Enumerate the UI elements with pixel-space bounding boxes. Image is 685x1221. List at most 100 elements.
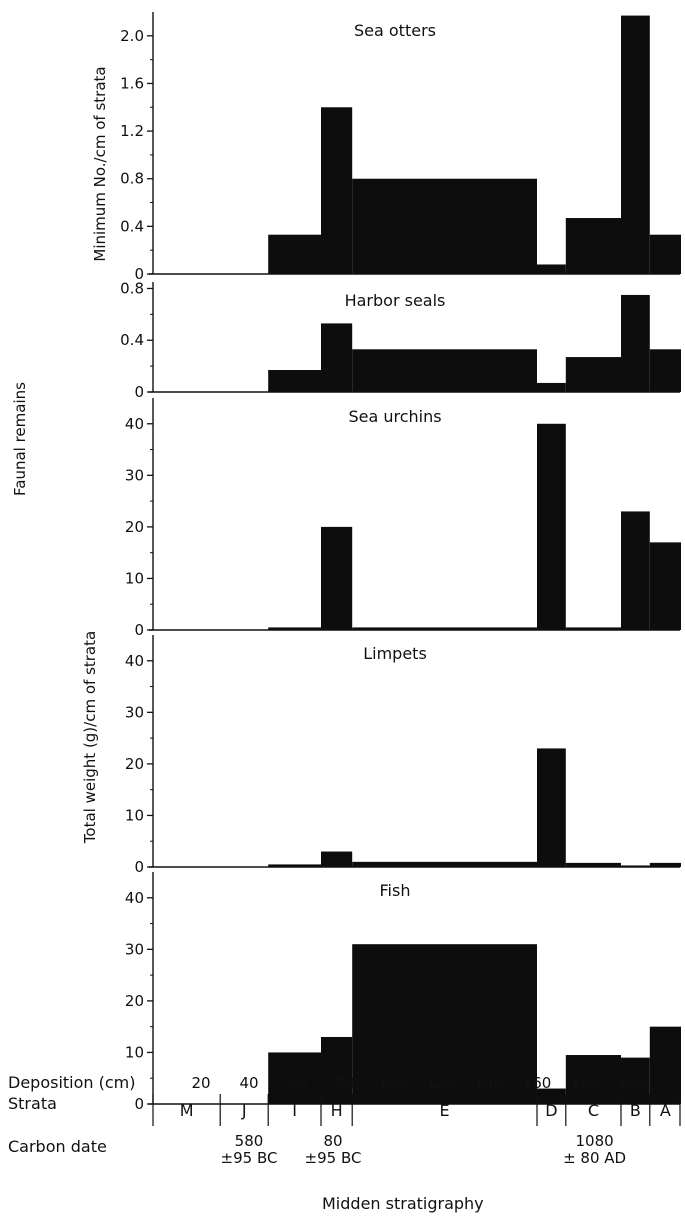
y-tick-label: 40 bbox=[125, 652, 144, 670]
bar-fish-E bbox=[352, 944, 537, 1104]
y-tick-label: 30 bbox=[125, 940, 144, 958]
strata-letter-M: M bbox=[180, 1101, 194, 1120]
bar-limpets-I bbox=[268, 864, 321, 867]
bar-fish-C bbox=[565, 1055, 621, 1104]
carbon-date-range: ±95 BC bbox=[221, 1149, 278, 1167]
carbon-date-value: 80 bbox=[323, 1132, 342, 1150]
bar-harbor-seals-H bbox=[321, 323, 353, 392]
carbon-date-range: ± 80 AD bbox=[563, 1149, 626, 1167]
strata-letter-A: A bbox=[660, 1101, 671, 1120]
y-tick-label: 0.8 bbox=[120, 170, 144, 188]
x-tick-label: 40 bbox=[239, 1074, 258, 1092]
x-tick-label: 60 bbox=[287, 1074, 306, 1092]
bar-fish-D bbox=[537, 1088, 566, 1104]
y-tick-label: 0 bbox=[134, 1095, 144, 1113]
bar-limpets-C bbox=[565, 862, 621, 867]
bar-fish-B bbox=[621, 1057, 650, 1104]
x-tick-label: 200 bbox=[619, 1074, 648, 1092]
y-tick-label: 10 bbox=[125, 569, 144, 587]
bar-limpets-B bbox=[621, 865, 650, 867]
bar-limpets-A bbox=[649, 862, 681, 867]
bar-fish-I bbox=[268, 1052, 321, 1104]
y-tick-label: 1.6 bbox=[120, 74, 144, 92]
bar-sea-otters-A bbox=[649, 234, 681, 274]
bar-harbor-seals-E bbox=[352, 349, 537, 392]
bar-harbor-seals-B bbox=[621, 294, 650, 392]
bar-sea-urchins-C bbox=[565, 627, 621, 630]
y-tick-label: 30 bbox=[125, 466, 144, 484]
bar-sea-urchins-E bbox=[352, 627, 537, 630]
bar-sea-otters-D bbox=[537, 264, 566, 274]
y-tick-label: 0 bbox=[134, 265, 144, 283]
x-axis-title: Midden stratigraphy bbox=[322, 1194, 484, 1213]
bar-sea-urchins-D bbox=[537, 423, 566, 630]
bar-fish-A bbox=[649, 1026, 681, 1104]
y-tick-label: 40 bbox=[125, 889, 144, 907]
strata-letter-E: E bbox=[440, 1101, 450, 1120]
bar-sea-otters-H bbox=[321, 107, 353, 274]
panel-title: Harbor seals bbox=[345, 291, 446, 310]
bar-harbor-seals-I bbox=[268, 370, 321, 392]
bar-sea-otters-B bbox=[621, 15, 650, 275]
panel-title: Fish bbox=[380, 881, 411, 900]
bar-limpets-D bbox=[537, 748, 566, 867]
bar-sea-urchins-B bbox=[621, 511, 650, 630]
panel-sea-urchins bbox=[147, 398, 681, 631]
strata-letter-H: H bbox=[331, 1101, 343, 1120]
outer-y-axis-label: Faunal remains bbox=[11, 382, 29, 496]
bar-harbor-seals-D bbox=[537, 382, 566, 392]
strata-letter-C: C bbox=[588, 1101, 599, 1120]
carbon-date-value: 1080 bbox=[576, 1132, 614, 1150]
deposition-label: Deposition (cm) bbox=[8, 1073, 136, 1092]
y-tick-label: 0.4 bbox=[120, 331, 144, 349]
strata-letter-D: D bbox=[545, 1101, 557, 1120]
y-tick-label: 0 bbox=[134, 621, 144, 639]
y-tick-label: 0.4 bbox=[120, 217, 144, 235]
bar-fish-H bbox=[321, 1036, 353, 1104]
y-tick-label: 10 bbox=[125, 1043, 144, 1061]
panel-title: Sea urchins bbox=[348, 407, 441, 426]
y-tick-label: 40 bbox=[125, 415, 144, 433]
x-tick-label: 120 bbox=[427, 1074, 456, 1092]
panel-limpets bbox=[147, 635, 681, 868]
bar-limpets-H bbox=[321, 851, 353, 867]
strata-letter-I: I bbox=[292, 1101, 297, 1120]
panel-title: Sea otters bbox=[354, 21, 436, 40]
bar-sea-otters-I bbox=[268, 234, 321, 274]
panel-fish bbox=[147, 872, 681, 1105]
x-tick-label: 20 bbox=[191, 1074, 210, 1092]
strata-letter-B: B bbox=[630, 1101, 641, 1120]
carbon-date-label: Carbon date bbox=[8, 1137, 107, 1156]
strata-label: Strata bbox=[8, 1094, 57, 1113]
panel-title: Limpets bbox=[363, 644, 427, 663]
x-tick-label: 140 bbox=[475, 1074, 504, 1092]
bar-sea-otters-C bbox=[565, 218, 621, 274]
y-tick-label: 0 bbox=[134, 858, 144, 876]
y-tick-label: 20 bbox=[125, 992, 144, 1010]
y-tick-label: 0 bbox=[134, 383, 144, 401]
bar-sea-urchins-I bbox=[268, 627, 321, 630]
bar-harbor-seals-A bbox=[649, 349, 681, 392]
y-tick-label: 0.8 bbox=[120, 279, 144, 297]
bottom-y-axis-label: Total weight (g)/cm of strata bbox=[81, 630, 99, 844]
strata-letter-J: J bbox=[241, 1101, 247, 1120]
x-tick-label: 160 bbox=[523, 1074, 552, 1092]
bar-sea-urchins-A bbox=[649, 542, 681, 630]
carbon-date-value: 580 bbox=[235, 1132, 264, 1150]
y-tick-label: 1.2 bbox=[120, 122, 144, 140]
y-tick-label: 30 bbox=[125, 703, 144, 721]
panel-harbor-seals bbox=[147, 282, 681, 393]
bar-harbor-seals-C bbox=[565, 357, 621, 392]
top-y-axis-label: Minimum No./cm of strata bbox=[91, 66, 109, 262]
y-tick-label: 20 bbox=[125, 755, 144, 773]
carbon-date-range: ±95 BC bbox=[305, 1149, 362, 1167]
x-tick-label: 180 bbox=[571, 1074, 600, 1092]
bar-limpets-E bbox=[352, 861, 537, 867]
x-tick-label: 100 bbox=[379, 1074, 408, 1092]
panel-sea-otters bbox=[147, 12, 681, 275]
y-tick-label: 20 bbox=[125, 518, 144, 536]
y-tick-label: 10 bbox=[125, 806, 144, 824]
y-tick-label: 2.0 bbox=[120, 27, 144, 45]
bar-sea-otters-E bbox=[352, 178, 537, 274]
